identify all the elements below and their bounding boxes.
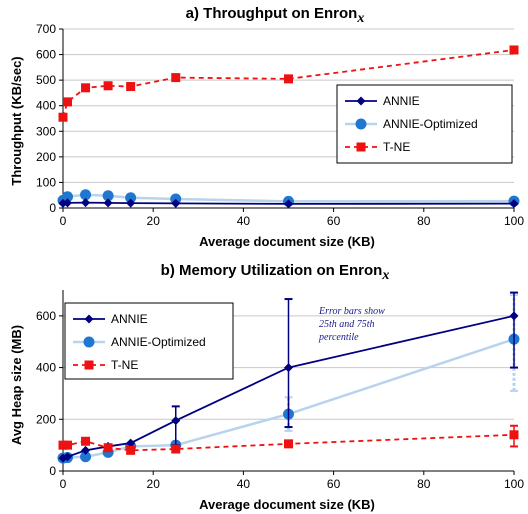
y-tick-label: 500 xyxy=(36,73,56,87)
legend-label-annie: ANNIE xyxy=(383,94,420,108)
chart-b-xlabel: Average document size (KB) xyxy=(199,497,375,512)
legend-label-t-ne: T-NE xyxy=(383,140,410,154)
t-ne-point xyxy=(171,73,181,83)
t-ne-point xyxy=(63,440,73,450)
x-tick-label: 80 xyxy=(417,477,431,491)
x-tick-label: 100 xyxy=(504,477,524,491)
error-bar-note: Error bars show 25th and 75th percentile xyxy=(318,306,387,343)
annie-point xyxy=(171,416,181,426)
chart-a-title: a) Throughput on Enronx xyxy=(186,5,365,26)
legend-label-t-ne: T-NE xyxy=(111,358,138,372)
legend-marker-t-ne xyxy=(356,142,366,152)
y-tick-label: 400 xyxy=(36,361,56,375)
annie-point xyxy=(81,198,91,208)
x-tick-label: 20 xyxy=(147,477,161,491)
annie-point xyxy=(509,311,519,321)
legend-marker-annie-optimized xyxy=(355,118,367,130)
annie-point xyxy=(81,445,91,455)
annie-point xyxy=(126,198,136,208)
y-tick-label: 600 xyxy=(36,309,56,323)
legend: ANNIE ANNIE-Optimized T-NE xyxy=(64,302,234,380)
t-ne-point xyxy=(284,439,293,449)
legend-marker-annie-optimized xyxy=(83,336,95,348)
y-tick-label: 0 xyxy=(49,201,56,215)
legend-marker-annie xyxy=(356,96,366,106)
t-ne-point xyxy=(284,74,293,84)
legend-marker-annie xyxy=(84,314,94,324)
x-tick-label: 20 xyxy=(147,214,161,228)
annie-point xyxy=(509,199,519,209)
legend-label-annie: ANNIE xyxy=(111,312,148,326)
annie-point xyxy=(284,199,293,209)
legend-label-annie-optimized: ANNIE-Optimized xyxy=(111,335,206,349)
chart-b-title: b) Memory Utilization on Enronx xyxy=(161,262,390,283)
t-ne-point xyxy=(63,97,73,107)
y-tick-label: 200 xyxy=(36,412,56,426)
annie-optimized-point xyxy=(62,191,74,203)
chart-a-xlabel: Average document size (KB) xyxy=(199,234,375,249)
t-ne-point xyxy=(126,82,136,92)
x-tick-label: 0 xyxy=(60,214,67,228)
x-tick-label: 40 xyxy=(237,477,251,491)
y-tick-label: 0 xyxy=(49,464,56,478)
annie-point xyxy=(284,363,293,373)
y-tick-label: 400 xyxy=(36,99,56,113)
y-tick-label: 600 xyxy=(36,48,56,62)
chart-a-ylabel: Throughput (KB/sec) xyxy=(9,56,24,185)
annie-point xyxy=(126,438,136,448)
chart-b: 0 200 400 600 0 20 40 60 80 100 ANNIE ANNIE-Optimiz… xyxy=(36,290,524,491)
y-tick-label: 100 xyxy=(36,175,56,189)
t-ne-point xyxy=(103,443,113,453)
t-ne-point xyxy=(171,444,181,454)
legend-marker-t-ne xyxy=(84,360,94,370)
y-tick-label: 300 xyxy=(36,124,56,138)
annie-optimized-point xyxy=(102,190,114,202)
x-tick-label: 100 xyxy=(504,214,524,228)
t-ne-point xyxy=(81,436,91,446)
annie-point xyxy=(63,198,73,208)
t-ne-point xyxy=(81,83,91,93)
legend: ANNIE ANNIE-Optimized T-NE xyxy=(336,84,513,164)
annie-optimized-point xyxy=(80,189,92,201)
annie-optimized-point xyxy=(125,192,137,204)
annie-optimized-point xyxy=(80,451,92,463)
x-tick-label: 60 xyxy=(327,477,341,491)
legend-label-annie-optimized: ANNIE-Optimized xyxy=(383,117,478,131)
annie-point xyxy=(103,198,113,208)
x-tick-label: 0 xyxy=(60,477,67,491)
annie-point xyxy=(63,452,73,462)
t-ne-point xyxy=(509,430,519,440)
y-tick-label: 700 xyxy=(36,22,56,36)
t-ne-point xyxy=(58,112,68,122)
t-ne-line xyxy=(63,433,515,452)
t-ne-point xyxy=(58,440,68,450)
x-tick-label: 40 xyxy=(237,214,251,228)
x-tick-label: 60 xyxy=(327,214,341,228)
t-ne-point xyxy=(509,45,519,55)
y-tick-label: 200 xyxy=(36,150,56,164)
chart-b-ylabel: Avg Heap size (MB) xyxy=(9,325,24,445)
t-ne-point xyxy=(126,445,136,455)
t-ne-point xyxy=(103,81,113,91)
x-tick-label: 80 xyxy=(417,214,431,228)
annie-point xyxy=(171,198,181,208)
